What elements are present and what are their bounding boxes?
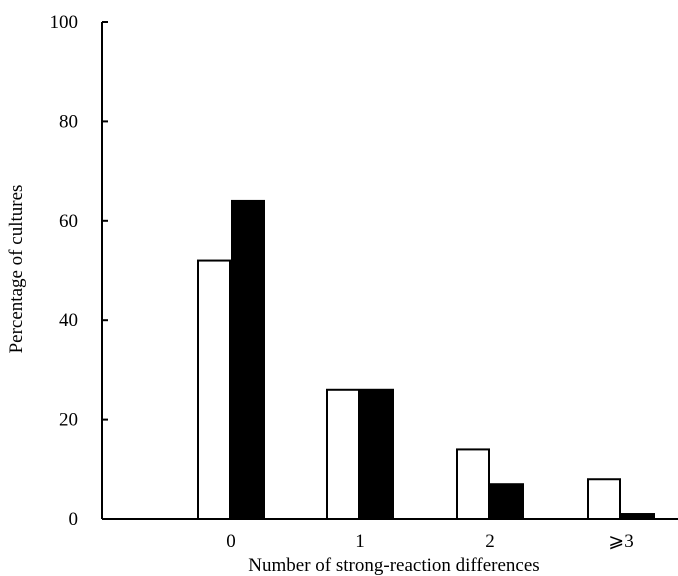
bars [197, 199, 655, 521]
y-tick-label: 80 [59, 111, 78, 132]
x-tick-label: 1 [355, 531, 365, 552]
x-axis-title: Number of strong-reaction differences [248, 555, 539, 576]
bar-filled-3 [621, 513, 655, 521]
y-tick-label: 20 [59, 410, 78, 431]
x-tick-label: 2 [485, 531, 495, 552]
y-axis: 0 20 40 60 80 100 [50, 12, 108, 530]
x-axis: 0 1 2 ⩾3 [102, 518, 678, 552]
bar-filled-1 [360, 388, 394, 520]
y-tick-label: 0 [69, 509, 79, 530]
x-tick-label: ⩾3 [608, 531, 633, 552]
bar-open-3 [587, 478, 621, 520]
y-axis-title: Percentage of cultures [6, 185, 27, 354]
bar-open-0 [197, 259, 231, 520]
y-tick-label: 60 [59, 211, 78, 232]
y-tick-label: 100 [50, 12, 79, 33]
bar-filled-2 [490, 483, 524, 520]
x-tick-label: 0 [226, 531, 236, 552]
y-tick-label: 40 [59, 310, 78, 331]
bar-open-1 [326, 388, 360, 520]
bar-filled-0 [231, 199, 265, 520]
bar-open-2 [456, 448, 490, 521]
